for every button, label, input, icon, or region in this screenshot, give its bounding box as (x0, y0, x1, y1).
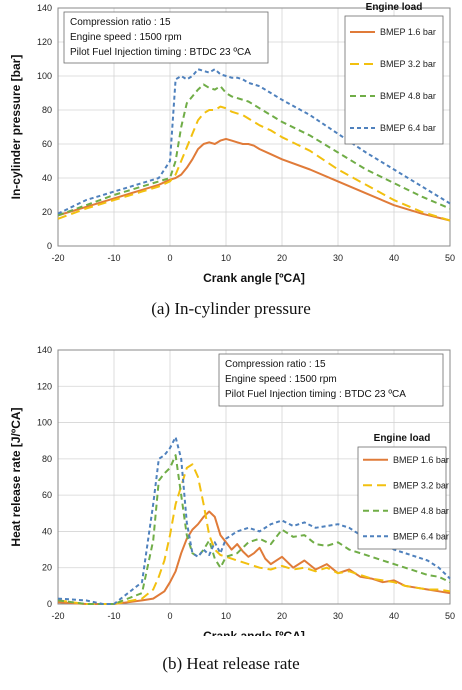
legend-frame (344, 15, 444, 145)
y-tick-label: 60 (42, 139, 52, 149)
series-line-4 (57, 68, 451, 215)
y-tick-label: 80 (42, 105, 52, 115)
y-tick-label: 100 (37, 418, 52, 428)
info-line: Compression ratio : 15 (225, 359, 326, 370)
x-tick-label: -10 (107, 611, 120, 621)
y-tick-label: 120 (37, 37, 52, 47)
x-tick-label: 50 (445, 253, 455, 263)
info-line: Engine speed : 1500 rpm (225, 374, 337, 385)
x-tick-label: 0 (167, 611, 172, 621)
x-tick-label: 40 (389, 253, 399, 263)
caption-heat-release-rate: (b) Heat release rate (162, 654, 300, 673)
legend-label-4: BMEP 6.4 bar (393, 531, 449, 541)
y-tick-label: 40 (42, 526, 52, 536)
legend-label-4: BMEP 6.4 bar (380, 123, 436, 133)
x-tick-label: 40 (389, 611, 399, 621)
plot-frame (57, 7, 451, 247)
y-axis-title: Heat release rate [J/ºCA] (9, 407, 23, 546)
legend-title: Engine load (366, 2, 423, 13)
legend-label-2: BMEP 3.2 bar (393, 480, 449, 490)
plot-frame (57, 349, 451, 605)
series-line-2 (57, 105, 451, 222)
caption-in-cylinder-pressure: (a) In-cylinder pressure (151, 299, 311, 318)
info-line: Compression ratio : 15 (70, 17, 171, 28)
y-tick-label: 80 (42, 454, 52, 464)
x-axis-title: Crank angle [ºCA] (203, 271, 305, 285)
x-tick-label: 10 (221, 253, 231, 263)
x-tick-label: 30 (333, 611, 343, 621)
series-line-2 (57, 463, 451, 605)
legend-label-2: BMEP 3.2 bar (380, 59, 436, 69)
info-box-frame (218, 353, 444, 407)
info-box: Compression ratio : 15 Engine speed : 150… (63, 11, 269, 64)
legend-label-1: BMEP 1.6 bar (380, 27, 436, 37)
legend-frame (357, 446, 447, 550)
x-tick-label: 50 (445, 611, 455, 621)
legend-label-3: BMEP 4.8 bar (393, 506, 449, 516)
info-line: Pilot Fuel Injection timing : BTDC 23 ºC… (225, 389, 406, 400)
heat-release-rate-chart: 0 20 40 60 80 100 120 140 -20 -10 0 10 20 30 40 50 Crank… (9, 345, 455, 636)
y-tick-label: 20 (42, 207, 52, 217)
x-tick-label: 30 (333, 253, 343, 263)
y-axis-title: In-cylinder pressure [bar] (9, 55, 23, 200)
in-cylinder-pressure-chart: 0 20 40 60 80 100 120 140 -20 -10 0 10 20 30 40 50 Crank… (9, 2, 455, 285)
x-tick-label: -10 (107, 253, 120, 263)
y-tick-label: 140 (37, 345, 52, 355)
y-tick-label: 40 (42, 173, 52, 183)
legend: Engine load BMEP 1.6 bar BMEP 3.2 bar BMEP … (357, 433, 449, 550)
x-tick-label: 20 (277, 611, 287, 621)
x-tick-label: 10 (221, 611, 231, 621)
info-line: Engine speed : 1500 rpm (70, 32, 182, 43)
info-box-frame (63, 11, 269, 64)
x-axis-title: Crank angle [ºCA] (203, 629, 305, 636)
y-tick-label: 0 (47, 241, 52, 251)
legend: Engine load BMEP 1.6 bar BMEP 3.2 bar BMEP … (344, 2, 444, 145)
y-tick-label: 100 (37, 71, 52, 81)
legend-title: Engine load (374, 433, 431, 444)
x-tick-label: 0 (167, 253, 172, 263)
x-tick-label: -20 (51, 611, 64, 621)
series-line-1 (57, 137, 451, 222)
y-tick-label: 120 (37, 381, 52, 391)
y-tick-label: 0 (47, 599, 52, 609)
y-tick-label: 140 (37, 3, 52, 13)
info-box: Compression ratio : 15 Engine speed : 150… (218, 353, 444, 407)
y-tick-label: 20 (42, 563, 52, 573)
x-tick-label: -20 (51, 253, 64, 263)
series-line-3 (57, 454, 451, 605)
y-tick-label: 60 (42, 490, 52, 500)
series-line-3 (57, 83, 451, 217)
info-line: Pilot Fuel Injection timing : BTDC 23 ºC… (70, 47, 251, 58)
x-tick-label: 20 (277, 253, 287, 263)
legend-label-1: BMEP 1.6 bar (393, 455, 449, 465)
series-line-4 (57, 436, 451, 605)
legend-label-3: BMEP 4.8 bar (380, 91, 436, 101)
